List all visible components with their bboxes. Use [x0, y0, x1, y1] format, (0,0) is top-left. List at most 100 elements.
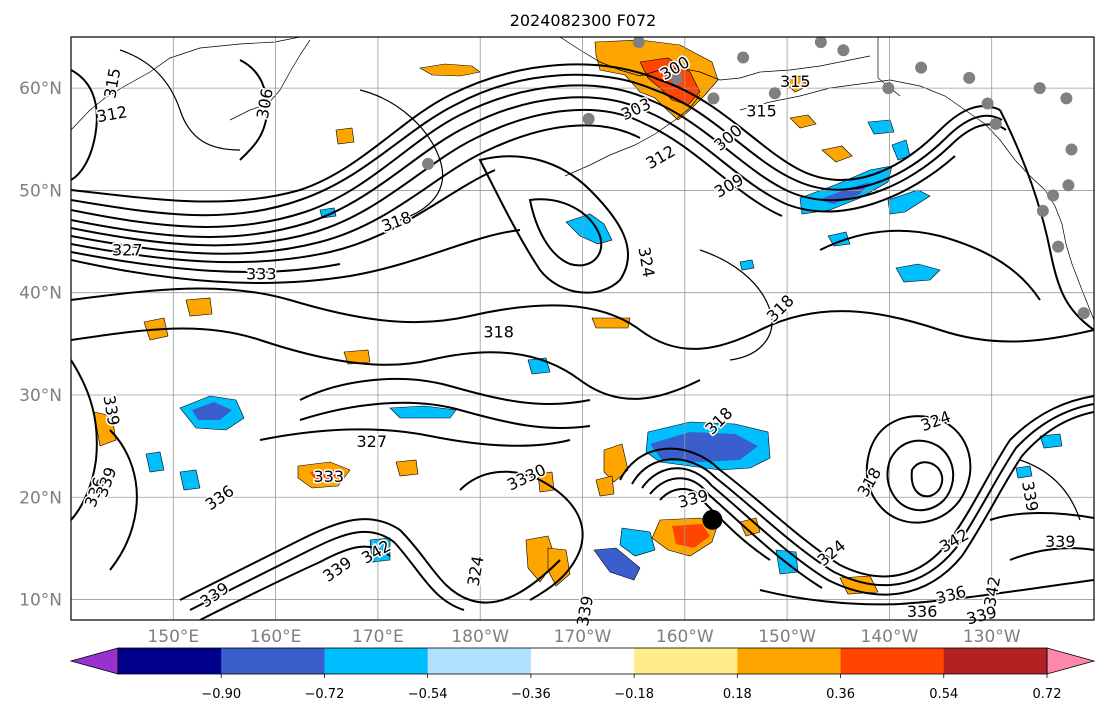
negative-anomaly-patch: [650, 432, 758, 462]
isentrope-contour: [299, 401, 591, 429]
station-dot: [737, 51, 750, 64]
colorbar-tick-label: 0.18: [723, 687, 752, 702]
storm-center-marker: [702, 509, 723, 530]
positive-anomaly-core: [310, 470, 340, 482]
station-dot: [1077, 307, 1090, 320]
station-dot: [882, 82, 895, 95]
negative-anomaly-patch: [145, 451, 165, 473]
thin-contours: [119, 49, 1081, 521]
isentrope-contour: [528, 198, 603, 267]
isentrope-contour: [631, 403, 1094, 587]
negative-anomaly-patch: [319, 207, 337, 219]
isentrope-contour: [910, 461, 944, 498]
isentrope-contour: [886, 439, 955, 512]
colorbar-tick-label: −0.72: [305, 687, 345, 702]
isentrope-contour-thin: [1019, 459, 1081, 521]
negative-anomaly-patch: [527, 357, 551, 375]
negative-anomaly-patch: [895, 263, 941, 283]
isentrope-contours: [71, 59, 1094, 620]
colorbar-tick-label: −0.36: [511, 687, 551, 702]
colorbar-swatch: [118, 648, 222, 674]
longitude-label: 160°E: [250, 627, 302, 647]
negative-anomaly-patch: [867, 119, 895, 135]
isentrope-contour: [865, 415, 972, 524]
longitude-label: 160°W: [656, 627, 714, 647]
isentrope-contour: [71, 84, 1007, 228]
isentrope-contour: [619, 395, 1094, 578]
isentrope-contour: [478, 155, 630, 294]
station-dot: [670, 72, 683, 85]
isentrope-contour: [189, 530, 465, 611]
positive-anomaly-patch: [185, 297, 213, 317]
negative-anomaly-patch: [1039, 433, 1063, 449]
positive-anomaly-core: [672, 524, 710, 548]
isentrope-contour: [71, 327, 701, 400]
colorbar-swatch: [427, 648, 532, 674]
longitude-label: 150°W: [758, 627, 816, 647]
isentrope-contour: [71, 359, 98, 521]
station-dot: [915, 61, 928, 74]
colorbar-swatch: [943, 648, 1048, 674]
station-markers: [422, 37, 1090, 320]
longitude-label: 170°W: [554, 627, 612, 647]
colorbar-swatch: [530, 648, 635, 674]
negative-anomaly-patch: [389, 405, 457, 419]
colorbar-swatch: [221, 648, 325, 674]
isentrope-contour: [109, 429, 138, 571]
station-dot: [981, 97, 994, 110]
coastline-northwest-america: [999, 139, 1094, 321]
isentrope-contour: [71, 169, 496, 264]
colorbar-swatch: [634, 648, 738, 674]
longitude-label: 140°W: [861, 627, 919, 647]
isentrope-contour: [71, 69, 98, 181]
station-dot: [814, 37, 827, 49]
coastline-alaska-west: [559, 37, 871, 81]
contour-label: 327: [356, 432, 387, 451]
colorbar-tick-label: 0.72: [1033, 687, 1062, 702]
latitude-label: 60°N: [19, 79, 62, 99]
negative-anomaly-patch: [192, 402, 232, 420]
isentrope-contour: [71, 251, 341, 274]
isentrope-contour-thin: [359, 89, 444, 221]
isentrope-contour: [179, 518, 561, 604]
isentrope-contour: [71, 108, 783, 247]
colorbar-outline: [117, 647, 1048, 675]
positive-anomaly-patch: [603, 443, 629, 483]
contour-label: 336: [907, 602, 938, 621]
isentrope-contour: [71, 96, 956, 238]
coastline-alaska-peninsula: [564, 94, 701, 177]
negative-anomaly-patch: [179, 469, 201, 491]
contour-label: 318: [483, 323, 514, 342]
colorbar-extend-high: [1046, 647, 1096, 675]
isentrope-contour: [1009, 547, 1094, 561]
isentrope-contour: [71, 124, 641, 255]
longitude-label: 170°E: [352, 627, 404, 647]
map-frame: [70, 36, 1095, 621]
colorbar-swatch: [840, 648, 945, 674]
latitude-labels: 60°N 50°N 40°N 30°N 20°N 10°N: [19, 79, 62, 610]
negative-anomaly-patch: [619, 527, 656, 557]
negative-anomaly-patch: [593, 547, 641, 581]
isentrope-contour: [199, 545, 391, 620]
station-dot: [1060, 92, 1073, 105]
contour-label: 315: [780, 72, 811, 91]
colorbar-tick-label: −0.18: [614, 687, 654, 702]
isentrope-contour: [659, 488, 771, 561]
station-dot: [1052, 240, 1065, 253]
contour-label: 333: [314, 467, 345, 486]
station-dot: [1033, 82, 1046, 95]
isentrope-contour-thin: [699, 249, 773, 361]
contour-label: 339: [573, 594, 597, 627]
isentrope-contour: [819, 229, 1041, 301]
colorbar-swatch: [737, 648, 842, 674]
positive-anomaly-patch: [93, 411, 117, 447]
negative-anomaly-patch: [1015, 465, 1033, 479]
isentrope-contour: [641, 411, 1094, 596]
positive-anomaly-patch: [821, 145, 853, 163]
isentrope-contour: [999, 109, 1094, 331]
latitude-label: 20°N: [19, 488, 62, 508]
station-dot: [632, 37, 645, 49]
contour-label: 315: [746, 102, 777, 121]
positive-anomaly-patch: [343, 349, 371, 365]
latitude-label: 50°N: [19, 181, 62, 201]
